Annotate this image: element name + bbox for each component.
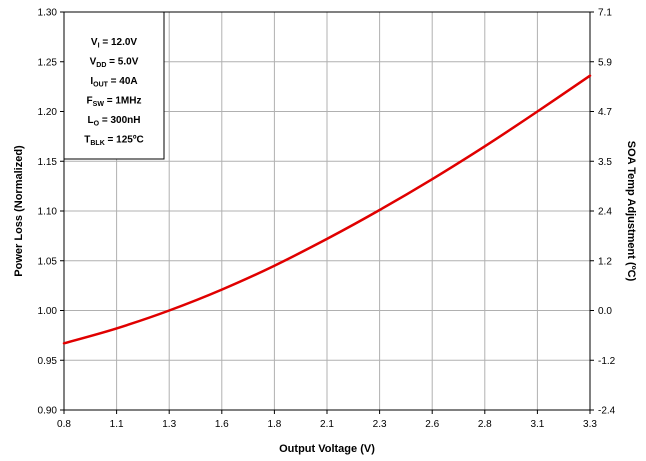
y2-axis-title: SOA Temp Adjustment (ºC) bbox=[625, 141, 637, 282]
x-tick-label: 2.6 bbox=[425, 419, 439, 430]
x-tick-label: 1.8 bbox=[267, 419, 281, 430]
y-tick-label: 1.10 bbox=[38, 207, 58, 218]
x-tick-label: 1.6 bbox=[215, 419, 229, 430]
power-loss-series-line bbox=[62, 74, 592, 345]
x-axis-ticks: 0.8 1.1 1.3 1.6 1.8 2.1 2.3 2.6 2.8 3.1 3.3 bbox=[57, 410, 597, 430]
y2-tick-label: 5.9 bbox=[598, 57, 612, 68]
y-axis-ticks: 0.90 0.95 1.00 1.05 1.10 1.15 1.20 1.25 1.30 bbox=[38, 8, 64, 417]
conditions-annotation-box: VI = 12.0V VDD = 5.0V IOUT = 40A FSW = 1MHz… bbox=[63, 11, 165, 160]
y-tick-label: 0.95 bbox=[38, 356, 58, 367]
x-tick-label: 2.3 bbox=[373, 419, 387, 430]
annotation-box-frame bbox=[63, 11, 165, 160]
y-tick-label: 0.90 bbox=[38, 406, 58, 417]
annotation-line: VDD = 5.0V bbox=[90, 57, 139, 70]
annotation-line: FSW = 1MHz bbox=[87, 96, 142, 109]
y-tick-label: 1.15 bbox=[38, 157, 58, 168]
annotation-line: TBLK = 125ºC bbox=[84, 135, 143, 148]
annotation-line: LO = 300nH bbox=[88, 115, 141, 128]
x-tick-label: 0.8 bbox=[57, 419, 71, 430]
x-tick-label: 2.1 bbox=[320, 419, 334, 430]
x-tick-label: 3.1 bbox=[530, 419, 544, 430]
y-tick-label: 1.20 bbox=[38, 107, 58, 118]
y2-tick-label: 7.1 bbox=[598, 8, 612, 19]
y-tick-label: 1.25 bbox=[38, 57, 58, 68]
y2-tick-label: 1.2 bbox=[598, 256, 612, 267]
y2-tick-label: 2.4 bbox=[598, 207, 612, 218]
x-tick-label: 1.1 bbox=[110, 419, 124, 430]
annotation-line: VI = 12.0V bbox=[91, 37, 137, 50]
x-tick-label: 3.3 bbox=[583, 419, 597, 430]
y2-tick-label: 4.7 bbox=[598, 107, 612, 118]
y2-axis-ticks: -2.4 -1.2 0.0 1.2 2.4 3.5 4.7 5.9 7.1 bbox=[590, 8, 616, 417]
y-tick-label: 1.05 bbox=[38, 256, 58, 267]
y-tick-label: 1.00 bbox=[38, 306, 58, 317]
x-tick-label: 2.8 bbox=[478, 419, 492, 430]
y-tick-label: 1.30 bbox=[38, 8, 58, 19]
y2-tick-label: -1.2 bbox=[598, 356, 616, 367]
y2-tick-label: 3.5 bbox=[598, 157, 612, 168]
y-axis-title: Power Loss (Normalized) bbox=[13, 145, 25, 277]
annotation-line: IOUT = 40A bbox=[90, 76, 137, 89]
x-axis-title: Output Voltage (V) bbox=[279, 443, 375, 455]
x-tick-label: 1.3 bbox=[162, 419, 176, 430]
y2-tick-label: -2.4 bbox=[598, 406, 616, 417]
y2-tick-label: 0.0 bbox=[598, 306, 612, 317]
